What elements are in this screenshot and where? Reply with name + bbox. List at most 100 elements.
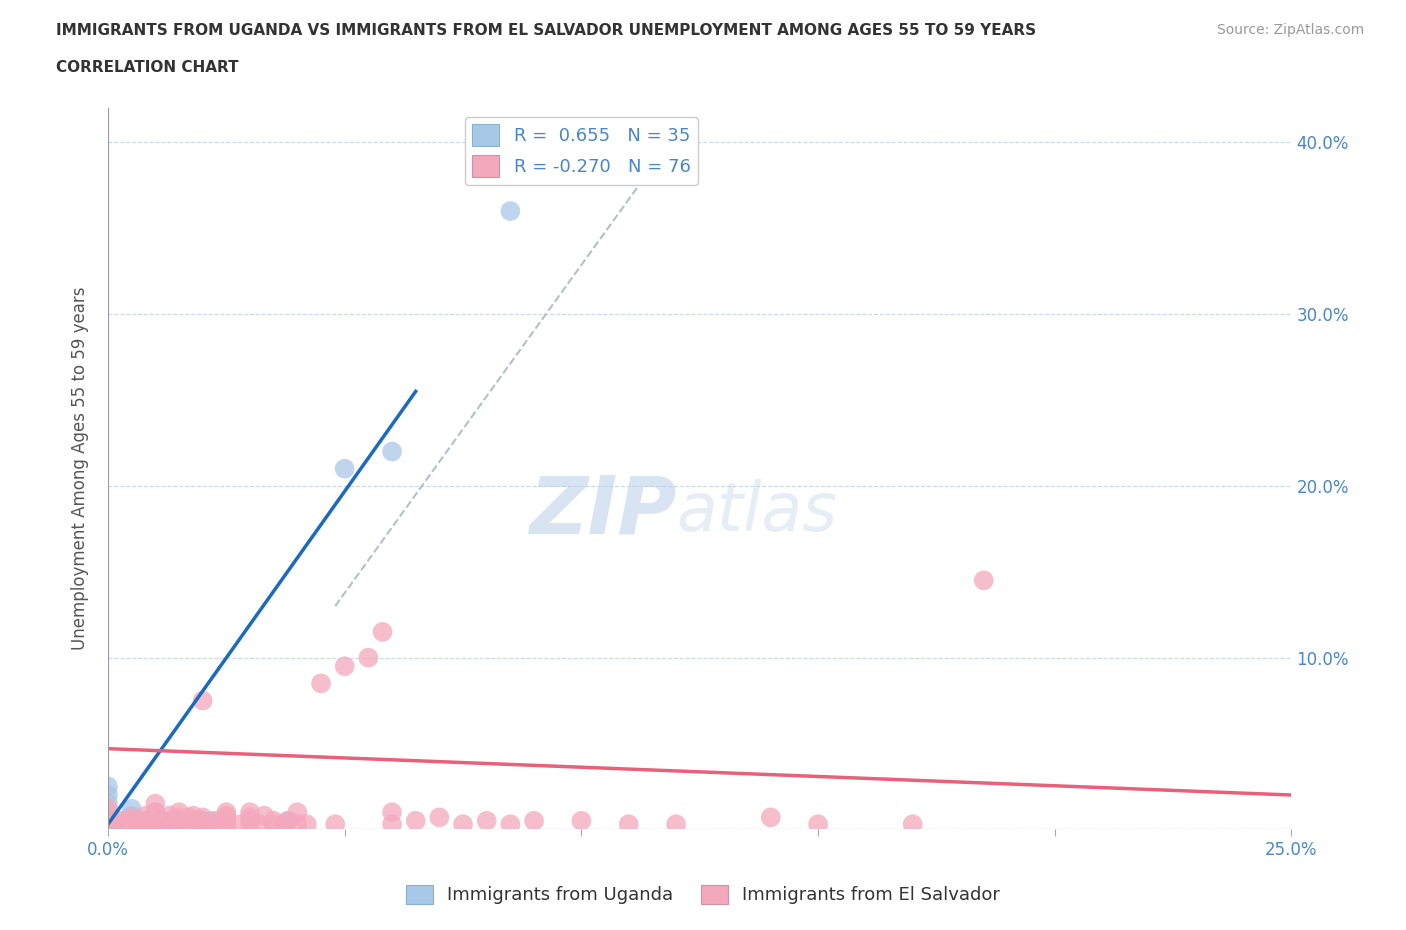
- Point: [163, 817, 186, 831]
- Point: [215, 814, 238, 829]
- Point: [333, 461, 356, 476]
- Point: [239, 804, 262, 819]
- Point: [125, 818, 148, 833]
- Point: [153, 817, 176, 831]
- Point: [115, 817, 138, 831]
- Point: [121, 817, 143, 831]
- Point: [121, 817, 143, 831]
- Point: [239, 810, 262, 825]
- Point: [97, 822, 120, 837]
- Point: [139, 814, 162, 829]
- Point: [167, 810, 190, 825]
- Point: [181, 808, 204, 823]
- Text: atlas: atlas: [676, 479, 837, 545]
- Point: [143, 796, 166, 811]
- Point: [143, 810, 166, 825]
- Point: [181, 817, 204, 831]
- Point: [143, 804, 166, 819]
- Point: [167, 814, 190, 829]
- Point: [159, 814, 181, 829]
- Point: [249, 817, 271, 831]
- Text: CORRELATION CHART: CORRELATION CHART: [56, 60, 239, 75]
- Point: [97, 814, 120, 829]
- Point: [97, 808, 120, 823]
- Point: [107, 817, 129, 831]
- Point: [121, 814, 143, 829]
- Point: [229, 817, 252, 831]
- Point: [901, 817, 924, 831]
- Point: [277, 814, 299, 829]
- Point: [97, 802, 120, 817]
- Point: [617, 817, 640, 831]
- Point: [215, 817, 238, 831]
- Point: [143, 817, 166, 831]
- Point: [139, 817, 162, 831]
- Point: [135, 814, 157, 829]
- Point: [277, 814, 299, 829]
- Text: IMMIGRANTS FROM UGANDA VS IMMIGRANTS FROM EL SALVADOR UNEMPLOYMENT AMONG AGES 55: IMMIGRANTS FROM UGANDA VS IMMIGRANTS FRO…: [56, 23, 1036, 38]
- Point: [427, 810, 450, 825]
- Point: [405, 814, 427, 829]
- Point: [569, 814, 592, 829]
- Point: [97, 788, 120, 803]
- Point: [239, 817, 262, 831]
- Point: [285, 804, 308, 819]
- Point: [167, 804, 190, 819]
- Point: [97, 822, 120, 837]
- Point: [475, 814, 498, 829]
- Point: [97, 808, 120, 823]
- Point: [263, 814, 285, 829]
- Point: [215, 810, 238, 825]
- Y-axis label: Unemployment Among Ages 55 to 59 years: Unemployment Among Ages 55 to 59 years: [72, 287, 89, 650]
- Point: [381, 445, 404, 459]
- Point: [143, 810, 166, 825]
- Point: [177, 810, 200, 825]
- Point: [759, 810, 782, 825]
- Point: [295, 817, 318, 831]
- Legend: R =  0.655   N = 35, R = -0.270   N = 76: R = 0.655 N = 35, R = -0.270 N = 76: [465, 117, 697, 184]
- Point: [371, 624, 394, 639]
- Point: [271, 817, 294, 831]
- Point: [381, 817, 404, 831]
- Point: [167, 814, 190, 829]
- Point: [143, 814, 166, 829]
- Point: [153, 817, 176, 831]
- Point: [115, 817, 138, 831]
- Point: [357, 650, 380, 665]
- Point: [201, 814, 224, 829]
- Point: [121, 810, 143, 825]
- Point: [135, 808, 157, 823]
- Text: Source: ZipAtlas.com: Source: ZipAtlas.com: [1216, 23, 1364, 37]
- Point: [191, 810, 214, 825]
- Text: ZIP: ZIP: [529, 473, 676, 551]
- Point: [111, 814, 134, 829]
- Point: [121, 814, 143, 829]
- Point: [205, 814, 228, 829]
- Point: [159, 814, 181, 829]
- Point: [129, 817, 152, 831]
- Point: [129, 814, 152, 829]
- Point: [121, 822, 143, 837]
- Point: [107, 822, 129, 837]
- Point: [381, 804, 404, 819]
- Point: [285, 817, 308, 831]
- Point: [191, 817, 214, 831]
- Point: [973, 573, 995, 588]
- Point: [499, 817, 522, 831]
- Point: [451, 817, 474, 831]
- Point: [97, 779, 120, 794]
- Point: [111, 814, 134, 829]
- Point: [239, 814, 262, 829]
- Point: [135, 817, 157, 831]
- Point: [121, 808, 143, 823]
- Point: [143, 817, 166, 831]
- Point: [181, 814, 204, 829]
- Point: [97, 817, 120, 831]
- Point: [215, 808, 238, 823]
- Point: [97, 796, 120, 811]
- Point: [201, 817, 224, 831]
- Point: [97, 817, 120, 831]
- Point: [499, 204, 522, 219]
- Point: [121, 802, 143, 817]
- Point: [665, 817, 688, 831]
